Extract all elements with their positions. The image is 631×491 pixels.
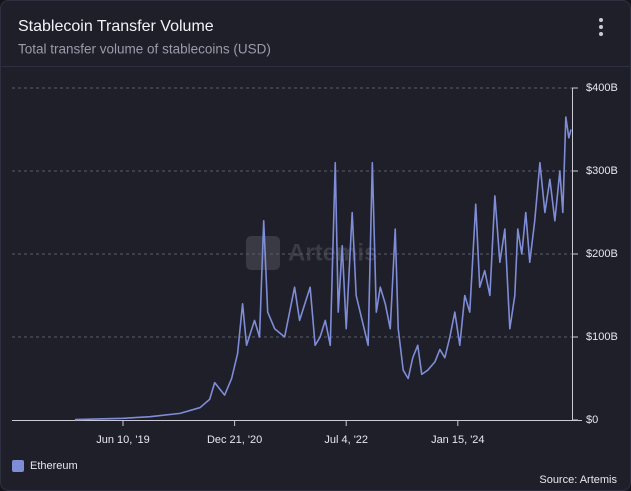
chart-subtitle: Total transfer volume of stablecoins (US… <box>18 42 271 57</box>
y-tick-label: $200B <box>586 248 618 260</box>
legend-label: Ethereum <box>30 460 78 472</box>
legend-swatch <box>12 460 24 472</box>
x-tick-label: Jun 10, '19 <box>96 434 149 446</box>
y-tick-label: $400B <box>586 82 618 94</box>
y-tick-label: $0 <box>586 414 598 426</box>
y-tick-label: $100B <box>586 331 618 343</box>
source-note: Source: Artemis <box>539 474 617 486</box>
y-tick-label: $300B <box>586 165 618 177</box>
chart-title: Stablecoin Transfer Volume <box>18 18 214 35</box>
x-tick-label: Dec 21, '20 <box>207 434 262 446</box>
x-tick-label: Jul 4, '22 <box>324 434 368 446</box>
menu-button[interactable] <box>599 18 603 36</box>
x-tick-label: Jan 15, '24 <box>431 434 484 446</box>
series-line <box>74 116 572 421</box>
